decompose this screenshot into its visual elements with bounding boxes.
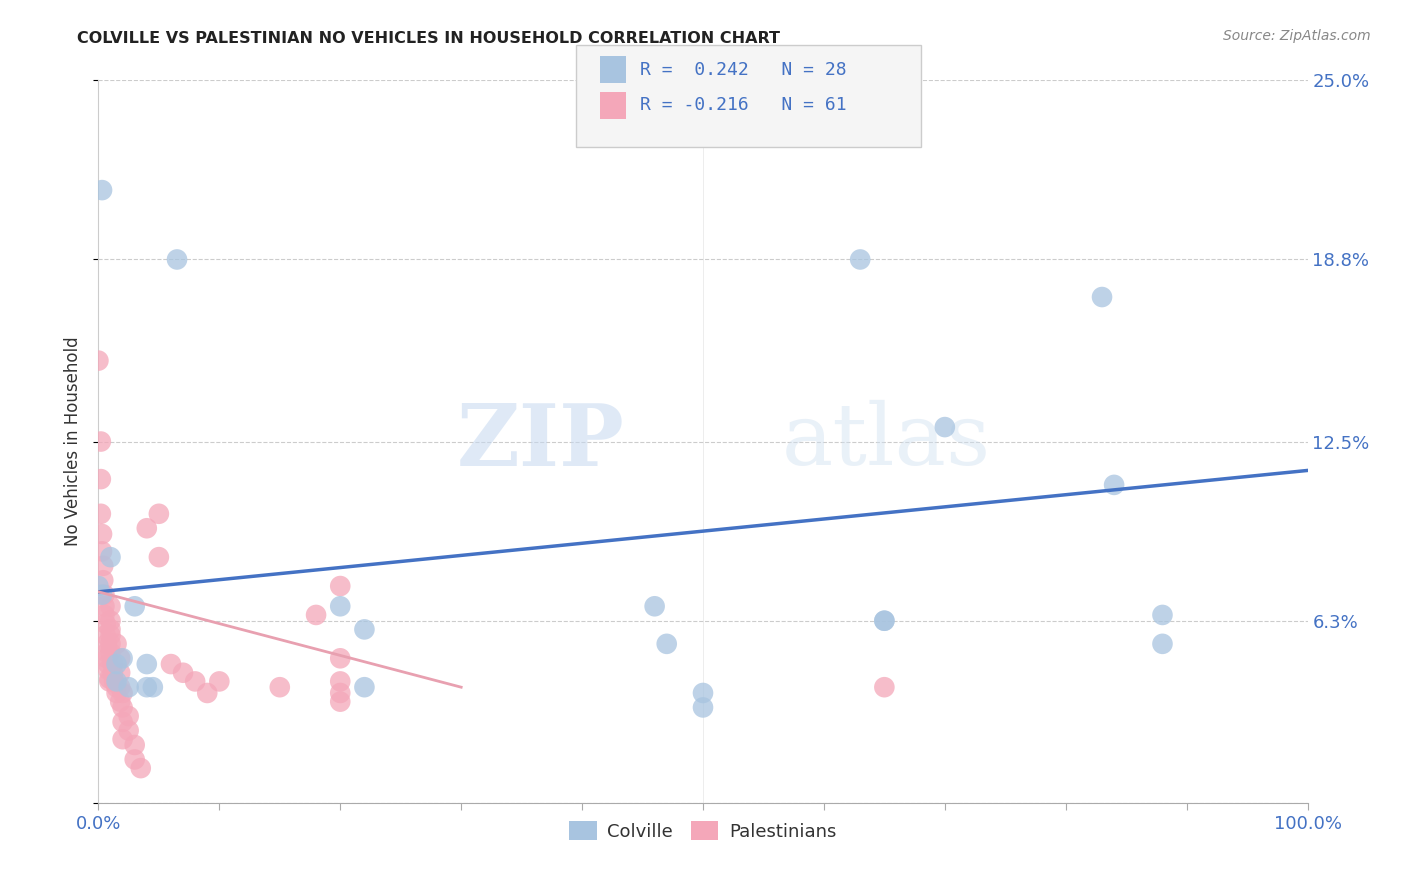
Point bbox=[101, 665, 124, 680]
Point bbox=[105, 657, 128, 671]
Point bbox=[97, 657, 120, 671]
Point bbox=[873, 614, 896, 628]
Point bbox=[692, 686, 714, 700]
Point bbox=[1152, 637, 1174, 651]
Point bbox=[108, 665, 131, 680]
Point bbox=[184, 674, 207, 689]
Point bbox=[195, 686, 218, 700]
Point bbox=[100, 623, 122, 637]
Point bbox=[172, 665, 194, 680]
Point bbox=[100, 614, 122, 628]
Point bbox=[105, 680, 128, 694]
Legend: Colville, Palestinians: Colville, Palestinians bbox=[562, 814, 844, 848]
Point bbox=[124, 738, 146, 752]
Point bbox=[90, 472, 112, 486]
Point bbox=[111, 714, 134, 729]
Point bbox=[90, 434, 112, 449]
Point bbox=[849, 252, 872, 267]
Point bbox=[305, 607, 328, 622]
Text: R =  0.242   N = 28: R = 0.242 N = 28 bbox=[640, 61, 846, 78]
Point bbox=[873, 614, 896, 628]
Point bbox=[269, 680, 291, 694]
Point bbox=[87, 353, 110, 368]
Point bbox=[98, 672, 121, 686]
Point bbox=[96, 646, 118, 660]
Point bbox=[353, 680, 375, 694]
Point bbox=[93, 599, 115, 614]
Point bbox=[118, 723, 141, 738]
Point bbox=[96, 637, 118, 651]
Point bbox=[91, 544, 114, 558]
Point bbox=[100, 637, 122, 651]
Point bbox=[135, 657, 157, 671]
Point bbox=[329, 579, 352, 593]
Point bbox=[100, 550, 122, 565]
Point bbox=[90, 507, 112, 521]
Point bbox=[1102, 478, 1125, 492]
Point bbox=[103, 674, 125, 689]
Point bbox=[108, 651, 131, 665]
Point bbox=[873, 680, 896, 694]
Point bbox=[91, 588, 114, 602]
Point bbox=[1152, 607, 1174, 622]
Text: Source: ZipAtlas.com: Source: ZipAtlas.com bbox=[1223, 29, 1371, 43]
Point bbox=[93, 607, 115, 622]
Point bbox=[329, 651, 352, 665]
Point bbox=[111, 651, 134, 665]
Point bbox=[160, 657, 183, 671]
Point bbox=[108, 680, 131, 694]
Point bbox=[100, 628, 122, 642]
Point bbox=[111, 686, 134, 700]
Point bbox=[166, 252, 188, 267]
Point bbox=[329, 599, 352, 614]
Point bbox=[111, 732, 134, 747]
Point bbox=[329, 695, 352, 709]
Point bbox=[118, 709, 141, 723]
Point bbox=[94, 616, 117, 631]
Point bbox=[105, 674, 128, 689]
Y-axis label: No Vehicles in Household: No Vehicles in Household bbox=[65, 336, 83, 547]
Point bbox=[692, 700, 714, 714]
Text: atlas: atlas bbox=[782, 400, 991, 483]
Point bbox=[208, 674, 231, 689]
Point bbox=[100, 599, 122, 614]
Point bbox=[329, 686, 352, 700]
Point bbox=[142, 680, 165, 694]
Point bbox=[644, 599, 666, 614]
Point bbox=[91, 574, 114, 588]
Point bbox=[100, 646, 122, 660]
Point bbox=[108, 695, 131, 709]
Text: COLVILLE VS PALESTINIAN NO VEHICLES IN HOUSEHOLD CORRELATION CHART: COLVILLE VS PALESTINIAN NO VEHICLES IN H… bbox=[77, 31, 780, 46]
Point bbox=[105, 637, 128, 651]
Point bbox=[118, 680, 141, 694]
Point bbox=[105, 686, 128, 700]
Point bbox=[934, 420, 956, 434]
Point bbox=[148, 507, 170, 521]
Point bbox=[353, 623, 375, 637]
Point bbox=[91, 527, 114, 541]
Point bbox=[94, 628, 117, 642]
Point bbox=[98, 674, 121, 689]
Text: ZIP: ZIP bbox=[457, 400, 624, 483]
Point bbox=[148, 550, 170, 565]
Point bbox=[91, 558, 114, 573]
Point bbox=[129, 761, 152, 775]
Point bbox=[135, 521, 157, 535]
Point bbox=[1091, 290, 1114, 304]
Point bbox=[93, 588, 115, 602]
Point bbox=[87, 579, 110, 593]
Point bbox=[124, 599, 146, 614]
Point bbox=[101, 657, 124, 671]
Point bbox=[97, 663, 120, 677]
Point bbox=[111, 700, 134, 714]
Point bbox=[124, 752, 146, 766]
Point bbox=[91, 183, 114, 197]
Point bbox=[135, 680, 157, 694]
Text: R = -0.216   N = 61: R = -0.216 N = 61 bbox=[640, 96, 846, 114]
Point bbox=[96, 651, 118, 665]
Point bbox=[329, 674, 352, 689]
Point bbox=[655, 637, 678, 651]
